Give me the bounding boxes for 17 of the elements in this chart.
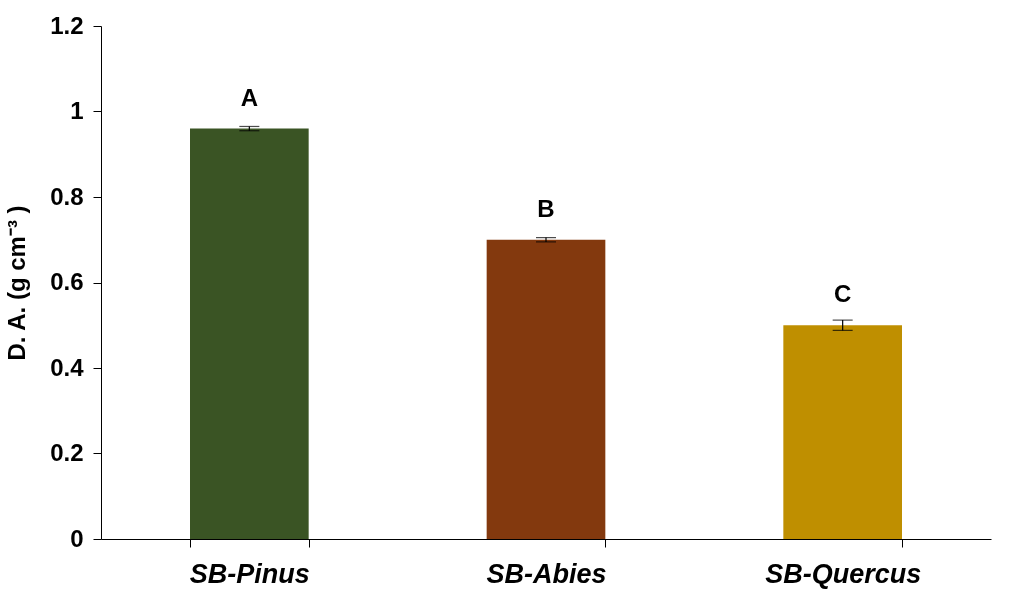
x-tick-label: SB-Pinus	[189, 558, 310, 589]
bar	[486, 239, 606, 539]
y-axis-title: D. A. (g cm⁻³ )	[3, 205, 31, 361]
annotation: B	[537, 194, 555, 222]
y-tick-label: 0	[70, 524, 84, 552]
annotation: C	[833, 280, 852, 308]
bar	[190, 128, 309, 539]
y-tick-label: 0.4	[50, 353, 85, 381]
y-tick-label: 1.2	[50, 11, 84, 39]
y-tick-label: 0.8	[50, 182, 84, 210]
y-tick-label: 0.2	[50, 439, 84, 466]
x-tick-label: SB-Quercus	[765, 558, 922, 589]
x-tick-label: SB-Abies	[486, 558, 607, 589]
annotation: A	[240, 83, 259, 111]
y-tick-label: 0.6	[50, 268, 84, 295]
y-tick-label: 1	[70, 97, 84, 124]
bar	[783, 325, 902, 539]
